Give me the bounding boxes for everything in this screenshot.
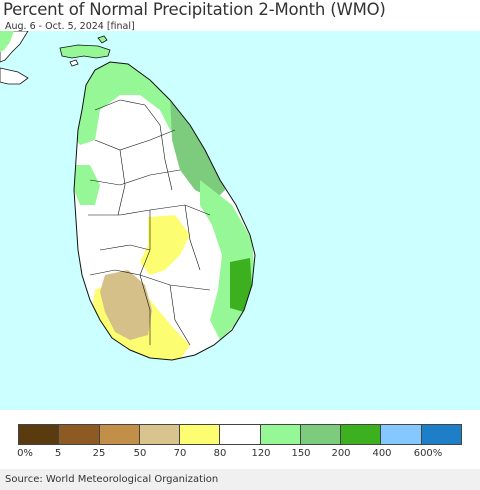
district-boundaries [88,99,211,346]
precipitation-map [0,31,480,410]
legend-label: 600% [413,448,443,459]
legend-swatch [421,425,461,444]
legend-label: 0% [17,448,33,459]
legend-label: 200 [331,448,351,459]
legend-swatch [139,425,181,444]
legend-swatch [341,425,382,444]
region-west-120-150 [74,165,100,205]
legend-swatch [260,425,301,444]
map-subtitle: Aug. 6 - Oct. 5, 2024 [final] [5,21,135,32]
legend-swatch [300,425,342,444]
legend-swatch [99,425,140,444]
india-landmass-green [0,31,14,52]
region-east-200-400 [230,258,252,312]
map-title: Percent of Normal Precipitation 2-Month … [3,0,386,19]
region-northeast-150-200 [170,95,225,200]
legend-label: 70 [173,448,187,459]
legend-label: 25 [92,448,106,459]
legend-swatch [180,425,221,444]
jaffna-peninsula [59,44,111,59]
legend-label: 400 [372,448,392,459]
legend-labels: 0% 5 25 50 70 80 120 150 200 400 600% [0,448,480,462]
north-island-2 [69,59,79,67]
legend-label: 80 [213,448,227,459]
legend-swatch [59,425,100,444]
legend-label: 50 [133,448,147,459]
footer: Source: World Meteorological Organizatio… [0,469,480,490]
sri-lanka-coastline [73,61,256,361]
legend-swatch [220,425,261,444]
legend-swatch [381,425,422,444]
india-landmass-east [0,67,29,85]
region-center-70-80 [140,215,190,275]
source-credit: Source: World Meteorological Organizatio… [5,474,219,485]
north-island [97,35,108,44]
legend-label: 150 [291,448,311,459]
legend-swatch [19,425,60,444]
legend-color-bar [18,424,462,445]
legend-label: 120 [251,448,271,459]
region-southwest-50-70 [100,270,152,340]
legend-label: 5 [54,448,62,459]
